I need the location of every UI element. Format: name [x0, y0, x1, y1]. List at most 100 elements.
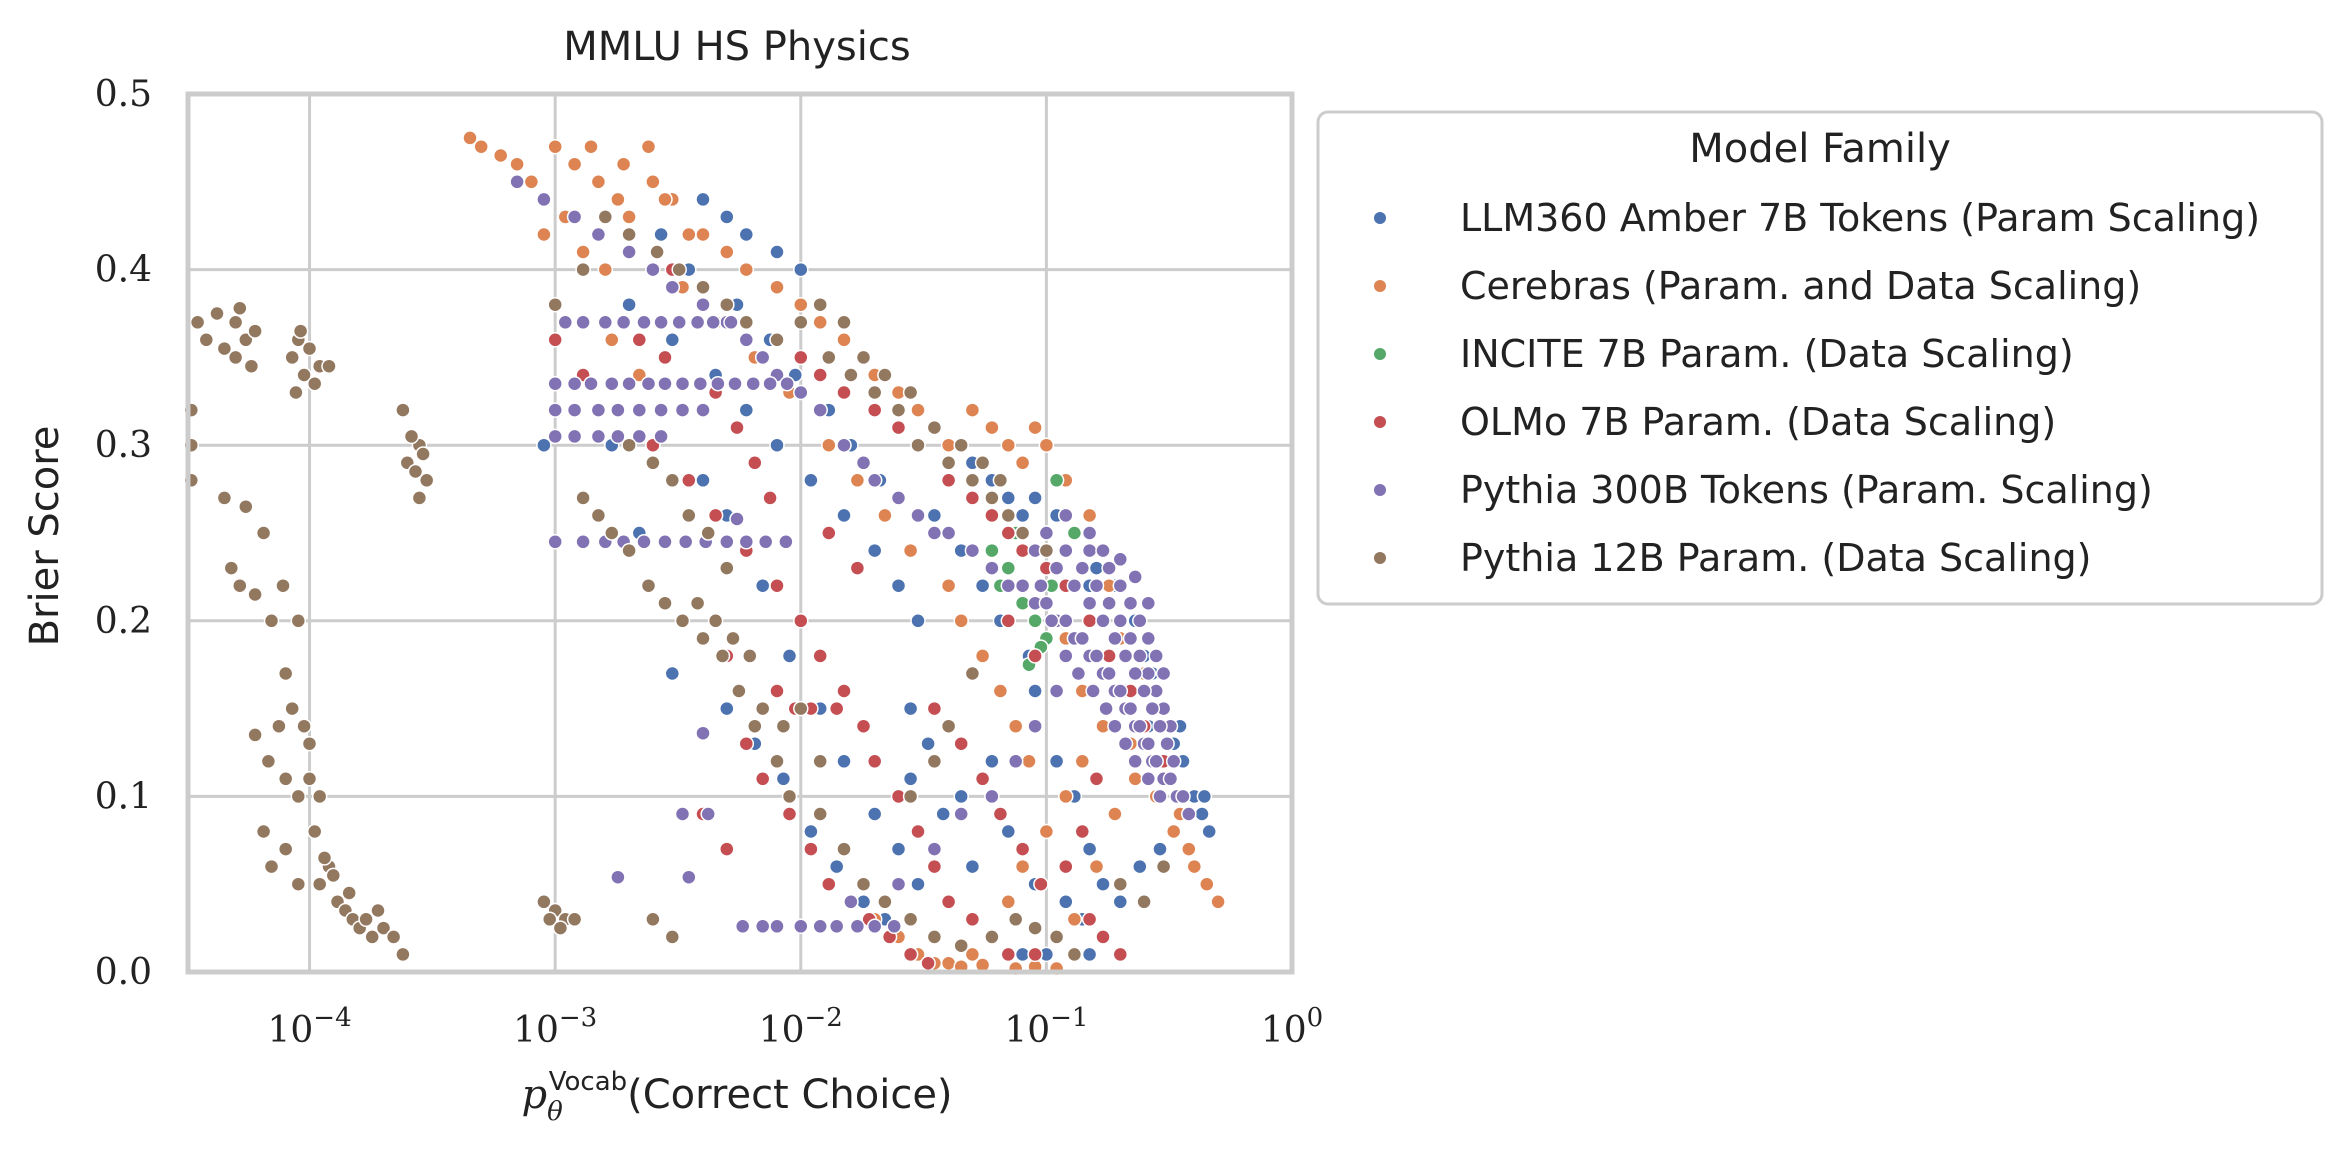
- data-point: [247, 323, 263, 339]
- data-point: [836, 332, 852, 348]
- data-point: [375, 920, 392, 936]
- data-point: [653, 314, 669, 331]
- data-point: [610, 191, 626, 208]
- data-point: [358, 911, 374, 928]
- data-point: [984, 788, 1000, 805]
- data-point: [1152, 718, 1168, 734]
- data-point: [311, 788, 328, 805]
- data-point: [910, 823, 926, 840]
- data-point: [747, 455, 763, 471]
- data-point: [793, 613, 809, 629]
- data-point: [1112, 946, 1129, 963]
- data-point: [877, 894, 893, 910]
- data-point: [657, 349, 673, 366]
- data-point: [610, 428, 626, 445]
- data-point: [1014, 858, 1031, 875]
- data-point: [541, 911, 558, 928]
- data-point: [926, 841, 943, 857]
- data-point: [849, 918, 866, 935]
- data-point: [803, 841, 819, 857]
- x-tick-label: 10−1: [1004, 1003, 1088, 1051]
- data-point: [288, 384, 304, 401]
- data-point: [671, 314, 687, 331]
- data-point: [575, 244, 591, 260]
- legend-marker: [1374, 280, 1386, 292]
- data-point: [238, 332, 254, 348]
- data-point: [1007, 911, 1024, 928]
- data-point: [1000, 823, 1017, 840]
- y-tick-label: 0.3: [95, 425, 152, 466]
- data-point: [1148, 753, 1164, 770]
- data-point: [725, 630, 741, 647]
- data-point: [1140, 595, 1157, 611]
- data-point: [216, 340, 233, 357]
- data-point: [964, 472, 981, 489]
- data-point: [695, 402, 711, 418]
- data-point: [1162, 771, 1179, 787]
- data-point: [940, 955, 957, 971]
- data-point: [1144, 700, 1161, 717]
- data-point: [1127, 665, 1143, 682]
- legend-label: LLM360 Amber 7B Tokens (Param Scaling): [1460, 196, 2260, 240]
- data-point: [566, 402, 583, 418]
- data-point: [769, 683, 785, 699]
- data-point: [793, 700, 809, 717]
- data-point: [1070, 665, 1087, 682]
- legend-label: INCITE 7B Param. (Data Scaling): [1460, 332, 2074, 376]
- data-point: [719, 209, 735, 225]
- data-point: [793, 349, 809, 366]
- data-point: [681, 226, 697, 243]
- data-point: [902, 911, 919, 928]
- data-point: [964, 490, 981, 506]
- data-point: [674, 402, 691, 418]
- data-point: [232, 577, 248, 594]
- legend-box: [1316, 110, 2324, 606]
- data-point: [1074, 560, 1091, 576]
- data-point: [836, 683, 852, 699]
- data-point: [1014, 577, 1031, 594]
- data-point: [992, 472, 1009, 489]
- data-point: [849, 560, 866, 576]
- data-point: [757, 534, 774, 550]
- data-point: [1152, 788, 1168, 805]
- data-point: [1081, 946, 1098, 963]
- data-point: [940, 455, 957, 471]
- data-point: [247, 586, 263, 603]
- data-point: [321, 358, 337, 374]
- data-point: [1000, 507, 1017, 524]
- data-point: [992, 806, 1009, 822]
- data-point: [1122, 595, 1139, 611]
- data-point: [1058, 542, 1074, 559]
- x-tick-label: 10−4: [267, 1003, 351, 1051]
- data-point: [940, 525, 957, 541]
- data-point: [1095, 542, 1111, 559]
- data-point: [762, 375, 778, 392]
- data-point: [812, 402, 828, 418]
- data-point: [1140, 630, 1157, 647]
- data-point: [1014, 525, 1031, 541]
- data-point: [1136, 683, 1152, 699]
- data-point: [640, 138, 657, 155]
- data-point: [1000, 894, 1017, 910]
- data-point: [1088, 648, 1105, 664]
- data-point: [301, 340, 318, 357]
- legend-title: Model Family: [1689, 126, 1951, 172]
- data-point: [209, 305, 225, 322]
- data-point: [964, 946, 981, 963]
- data-point: [926, 858, 943, 875]
- data-point: [1081, 525, 1098, 541]
- data-point: [263, 613, 280, 629]
- data-point: [610, 402, 626, 418]
- y-tick-label: 0.1: [95, 776, 152, 817]
- data-point: [1000, 613, 1017, 629]
- data-point: [843, 894, 859, 910]
- data-point: [509, 156, 525, 172]
- data-point: [284, 349, 300, 366]
- x-tick-label: 10−3: [513, 1003, 597, 1051]
- data-point: [418, 472, 435, 489]
- data-point: [403, 428, 420, 445]
- data-point: [729, 511, 745, 527]
- data-point: [1074, 823, 1091, 840]
- data-point: [277, 841, 294, 857]
